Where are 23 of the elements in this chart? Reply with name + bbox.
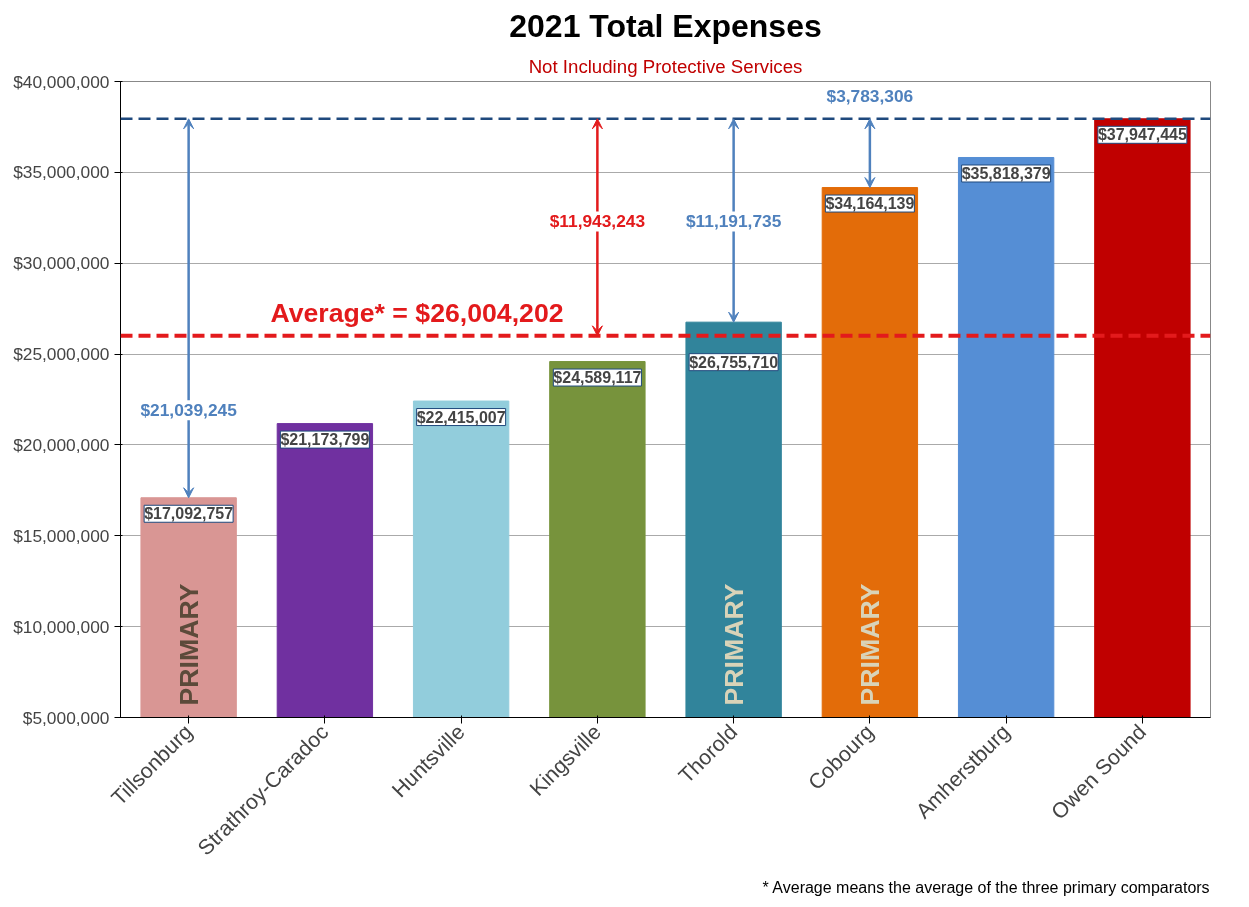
chart-title: 2021 Total Expenses [509,7,822,44]
annotation: PRIMARY [718,583,749,706]
y-tick-label: $35,000,000 [13,162,110,183]
annotation: $11,191,735 [685,211,782,232]
y-tick-label: $25,000,000 [13,344,110,365]
y-tick-label: $40,000,000 [13,71,110,92]
annotation: $11,943,243 [549,211,646,232]
data-label: $34,164,139 [825,195,915,213]
annotation: $21,039,245 [140,400,238,421]
y-tick-label: $10,000,000 [13,616,110,637]
y-tick-label: $30,000,000 [13,253,110,274]
ref-line-label: Average* = $26,004,202 [270,297,564,328]
y-tick-label: $5,000,000 [22,707,110,728]
text: * Average means the average of the three primary comparators [762,878,1210,896]
data-label: $35,818,379 [961,164,1051,182]
y-tick-label: $15,000,000 [13,525,110,546]
data-label: $22,415,007 [416,408,506,426]
data-label: $21,173,799 [280,431,370,449]
chart-subtitle: Not Including Protective Services [528,55,803,77]
annotation: $3,783,306 [826,86,914,107]
annotation: PRIMARY [173,583,204,706]
y-tick-label: $20,000,000 [13,434,110,455]
annotation: PRIMARY [854,583,885,706]
